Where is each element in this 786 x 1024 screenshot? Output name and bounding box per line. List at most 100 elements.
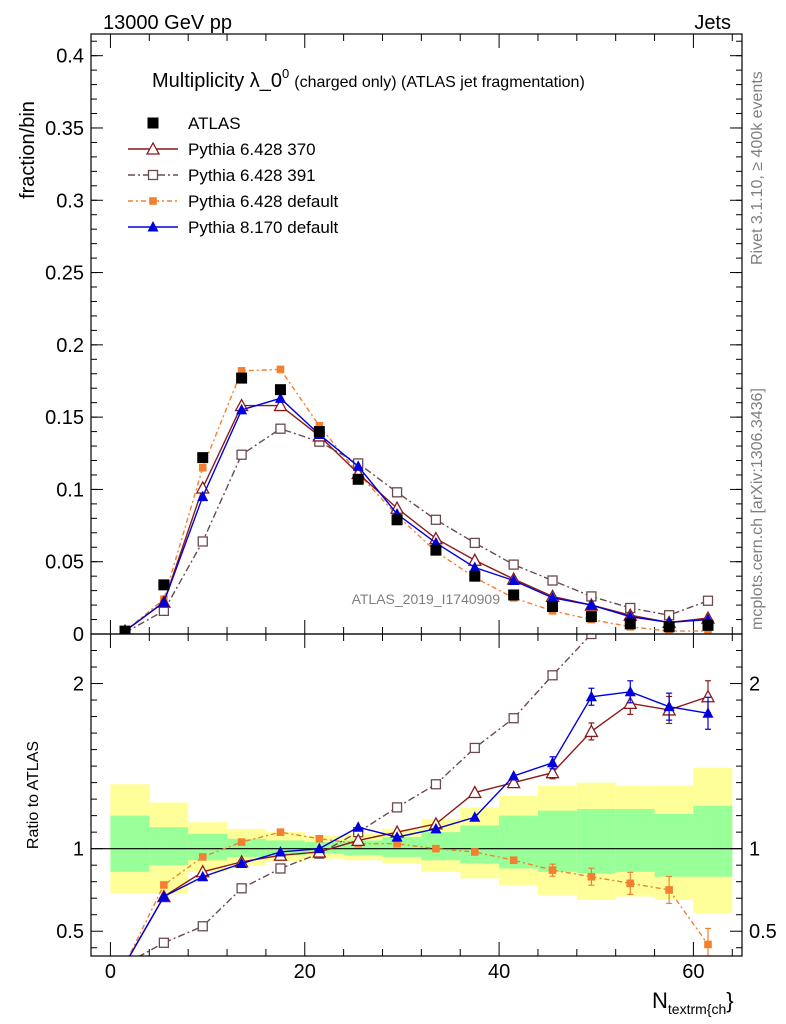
data-point [585,599,597,610]
data-point [469,561,481,572]
data-point [663,621,675,633]
ratio-point [276,828,285,836]
series-line-pythia-8-170-default [124,397,709,632]
header-left: 13000 GeV pp [103,12,232,34]
uncertainty-band-inner [460,825,500,864]
uncertainty-band-inner [615,809,655,872]
x-axis-label-main: N [652,988,668,1013]
y-tick-label: 0.15 [45,407,84,429]
series-line-pythia-6-428-391 [124,427,709,634]
ratio-point [432,844,440,853]
ratio-point [121,960,129,968]
ratio-point [160,881,168,889]
x-axis-label-tail: } [726,988,733,1013]
plot-title: Multiplicity λ_00 (charged only) (ATLAS j… [152,66,585,92]
uncertainty-band-inner [537,810,577,872]
legend-marker [147,117,159,129]
header-right: Jets [694,12,731,34]
data-point [119,625,131,634]
ratio-point [584,724,599,738]
plot-title-main: Multiplicity λ_0 [152,70,282,92]
ratio-point [585,690,597,702]
data-point [391,487,403,498]
uncertainty-band-inner [693,805,733,877]
ratio-point [197,870,209,882]
ratio-point [547,670,558,681]
data-point [158,579,170,591]
data-point [197,536,208,547]
uncertainty-band-inner [265,840,305,856]
ratio-point [351,833,366,847]
plot-title-small: (charged only) (ATLAS jet fragmentation) [294,74,585,91]
data-point [585,611,597,623]
data-point [198,463,207,472]
uncertainty-band-inner [382,837,422,857]
uncertainty-band-inner [188,833,228,861]
y-tick-label: 0.2 [56,335,84,357]
data-point [508,574,520,586]
x-tick-label: 0 [105,961,116,983]
ratio-point [236,883,247,894]
ratio-point [391,802,403,813]
uncertainty-band-inner [421,832,461,861]
ratio-point [624,685,636,697]
plot-title-sup: 0 [282,66,289,81]
data-point [273,398,288,412]
data-point [702,595,714,606]
ratio-point [274,845,286,857]
ratio-line-pythia-6-428-default [128,831,709,956]
ratio-point [586,634,597,640]
mcplots-label: mcplots.cern.ch [arXiv:1306.3436] [749,388,766,630]
legend-marker [149,197,157,205]
ratio-y-tick-label-right: 2 [749,674,760,696]
data-point [508,589,520,601]
ratio-point [197,921,208,932]
ratio-point [587,872,596,881]
ratio-series-group [91,634,742,969]
ratio-point [467,785,482,799]
data-point [315,422,324,430]
series-line-pythia-6-428-default [124,368,708,632]
y-tick-label: 0.1 [56,479,84,501]
uncertainty-band-inner [576,809,616,874]
data-point [352,460,364,471]
ratio-y-axis-label: Ratio to ATLAS [25,741,42,849]
ratio-point [275,863,286,874]
ratio-frame [90,633,743,957]
main-series-group [119,365,716,634]
data-point [313,426,325,438]
uncertainty-band-inner [110,815,150,872]
ratio-y-tick-label: 0.5 [56,921,84,943]
data-point [624,618,636,630]
data-point [547,591,559,603]
ratio-point [508,713,519,724]
ratio-point [470,848,479,856]
legend-label: Pythia 6.428 default [188,192,339,211]
legend-label: Pythia 8.170 default [188,218,339,237]
x-axis-label-sub: textrm{ch [668,1001,726,1017]
ratio-y-tick-label: 1 [73,839,84,861]
ratio-point [545,765,560,779]
x-tick-label: 20 [294,961,316,983]
ratio-line-pythia-8-170-default [128,691,709,956]
ratio-point [119,958,131,969]
legend-marker [147,169,159,181]
uncertainty-band-inner [149,827,189,866]
ratio-point [547,756,559,768]
data-point [702,619,714,631]
ratio-point [469,742,480,754]
ratio-point [313,842,325,854]
data-point [469,537,480,549]
legend-label: ATLAS [188,114,241,133]
ratio-point [665,886,673,894]
data-point [237,367,246,375]
ratio-point [548,866,557,874]
y-tick-label: 0.05 [45,552,84,574]
ratio-point [198,853,207,861]
y-axis-label: fraction/bin [17,101,39,199]
data-point [274,392,286,403]
data-point [430,544,442,556]
ratio-line-pythia-6-428-370 [128,696,709,956]
rivet-version-label: Rivet 3.1.10, ≥ 400k events [749,71,766,265]
